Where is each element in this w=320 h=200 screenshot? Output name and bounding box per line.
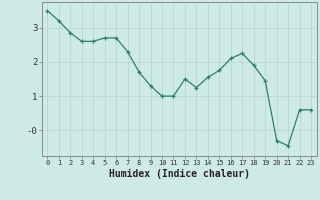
X-axis label: Humidex (Indice chaleur): Humidex (Indice chaleur) — [109, 169, 250, 179]
